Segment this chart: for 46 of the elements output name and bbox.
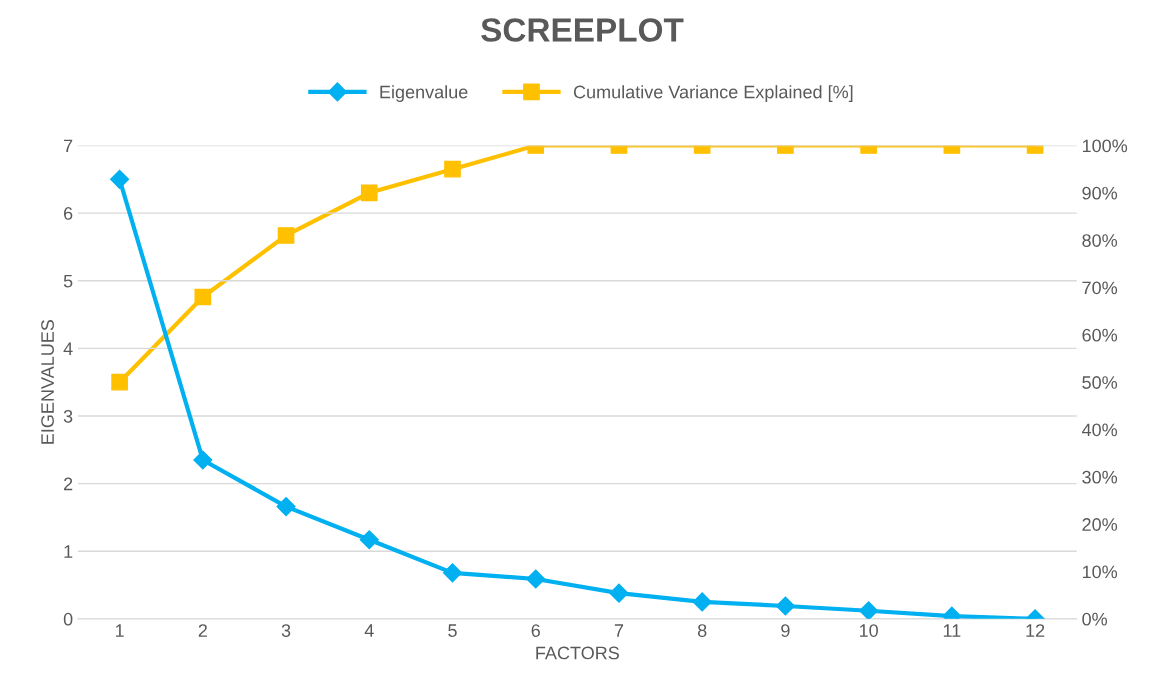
x-tick-label: 10	[859, 624, 878, 637]
y2-tick-label: 30%	[1082, 470, 1118, 484]
y-tick-label: 0	[63, 612, 73, 626]
y-tick-label: 7	[64, 139, 73, 153]
point	[442, 563, 463, 583]
point	[692, 592, 712, 612]
point	[276, 497, 296, 517]
x-tick-label: 9	[781, 624, 790, 637]
x-tick-label: 12	[1026, 624, 1045, 637]
x-tick-label: 1	[115, 624, 124, 637]
y2-tick-label: 40%	[1081, 423, 1118, 437]
x-tick-label: 7	[614, 624, 624, 637]
y-axis-title: EIGENVALUES	[41, 319, 54, 444]
y-tick-label: 3	[63, 409, 73, 423]
y2-tick-label: 60%	[1082, 328, 1118, 342]
y-tick-label: 6	[64, 207, 73, 220]
legend-label: Eigenvalue	[380, 85, 468, 102]
point	[193, 450, 213, 470]
x-tick-label: 5	[448, 624, 457, 637]
y-tick-label: 2	[63, 477, 73, 491]
point	[110, 169, 130, 189]
chart-title: SCREEPLOT	[481, 18, 684, 42]
y2-tick-label: 20%	[1082, 518, 1118, 531]
y-tick-label: 5	[63, 274, 73, 288]
y-tick-label: 4	[63, 342, 73, 355]
y2-tick-label: 100%	[1082, 139, 1128, 153]
y2-tick-label: 80%	[1082, 234, 1118, 247]
x-tick-label: 11	[943, 624, 961, 637]
y2-tick-label: 10%	[1082, 565, 1118, 579]
x-tick-label: 2	[198, 624, 207, 637]
x-tick-label: 4	[364, 624, 374, 637]
x-tick-label: 8	[697, 624, 707, 637]
y-tick-label: 1	[64, 545, 73, 558]
y2-tick-label: 70%	[1082, 281, 1118, 295]
point	[526, 569, 546, 589]
x-tick-label: 6	[531, 624, 540, 637]
point	[359, 530, 379, 550]
x-tick-label: 3	[281, 624, 291, 637]
x-axis-title: FACTORS	[536, 646, 619, 660]
y2-tick-label: 90%	[1082, 186, 1118, 200]
y2-tick-label: 50%	[1082, 376, 1118, 389]
point	[859, 601, 879, 619]
legend-label: Cumulative Variance Explained [%]	[573, 85, 853, 102]
y2-tick-label: 0%	[1082, 612, 1108, 626]
point	[609, 583, 629, 603]
point	[775, 596, 795, 616]
